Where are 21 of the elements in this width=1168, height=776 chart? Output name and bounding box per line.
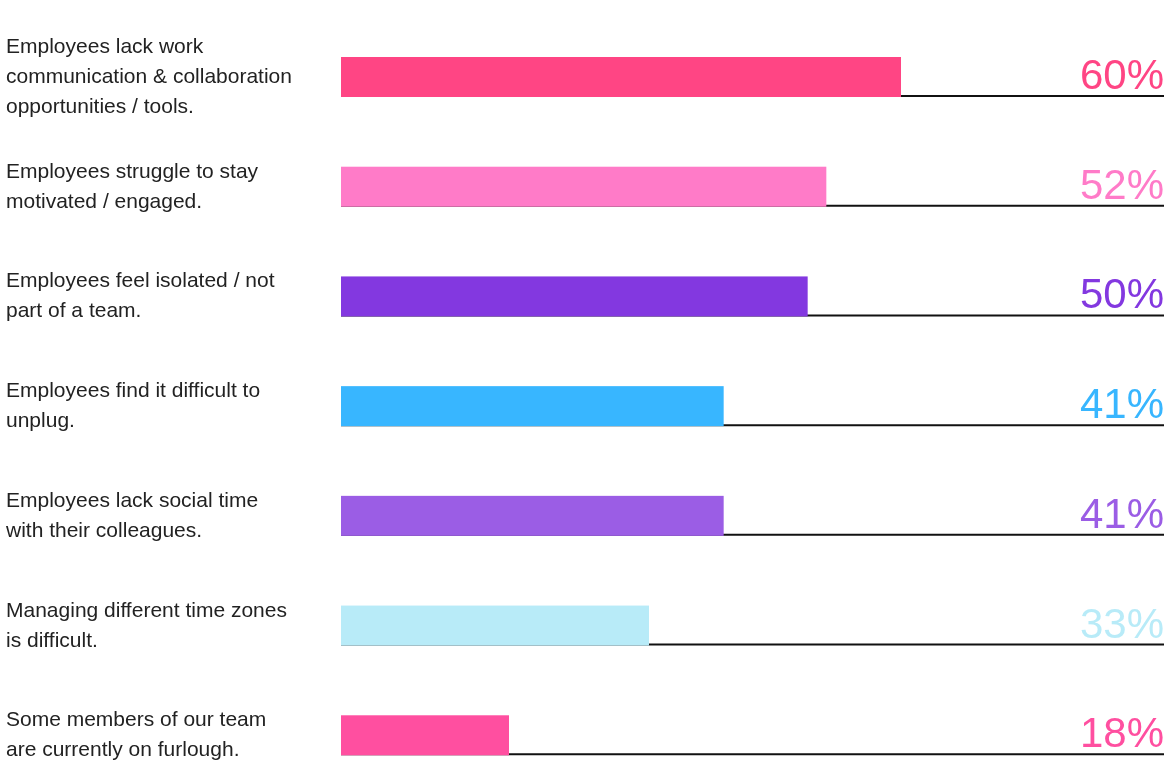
y-tick-label: Employees find it difficult to unplug.: [6, 377, 261, 431]
y-tick-label: Some members of our team are currently on furlough.: [6, 706, 267, 760]
data-label: 50%: [1079, 270, 1164, 318]
data-label: 33%: [1079, 599, 1164, 647]
bar: [341, 166, 827, 207]
bar: [341, 276, 808, 317]
y-tick-label: Employees struggle to stay motivated / engaged.: [6, 158, 259, 212]
data-label: 18%: [1079, 709, 1164, 757]
data-label: 41%: [1079, 380, 1164, 428]
y-tick-label: Employees lack work communication & collaboration opportunities / tools.: [6, 33, 292, 117]
y-tick-label: Managing different time zones is difficult.: [6, 597, 287, 651]
data-label: 52%: [1079, 160, 1164, 208]
bar: [341, 715, 509, 756]
bar: [341, 57, 901, 97]
data-label: 60%: [1079, 51, 1164, 98]
data-label: 41%: [1079, 489, 1164, 537]
bar: [341, 605, 649, 646]
y-tick-label: Employees feel isolated / not part of a team.: [6, 267, 275, 321]
bar: [341, 386, 724, 427]
bar: [341, 495, 724, 536]
y-tick-label: Employees lack social time with their colleagues.: [5, 487, 259, 541]
